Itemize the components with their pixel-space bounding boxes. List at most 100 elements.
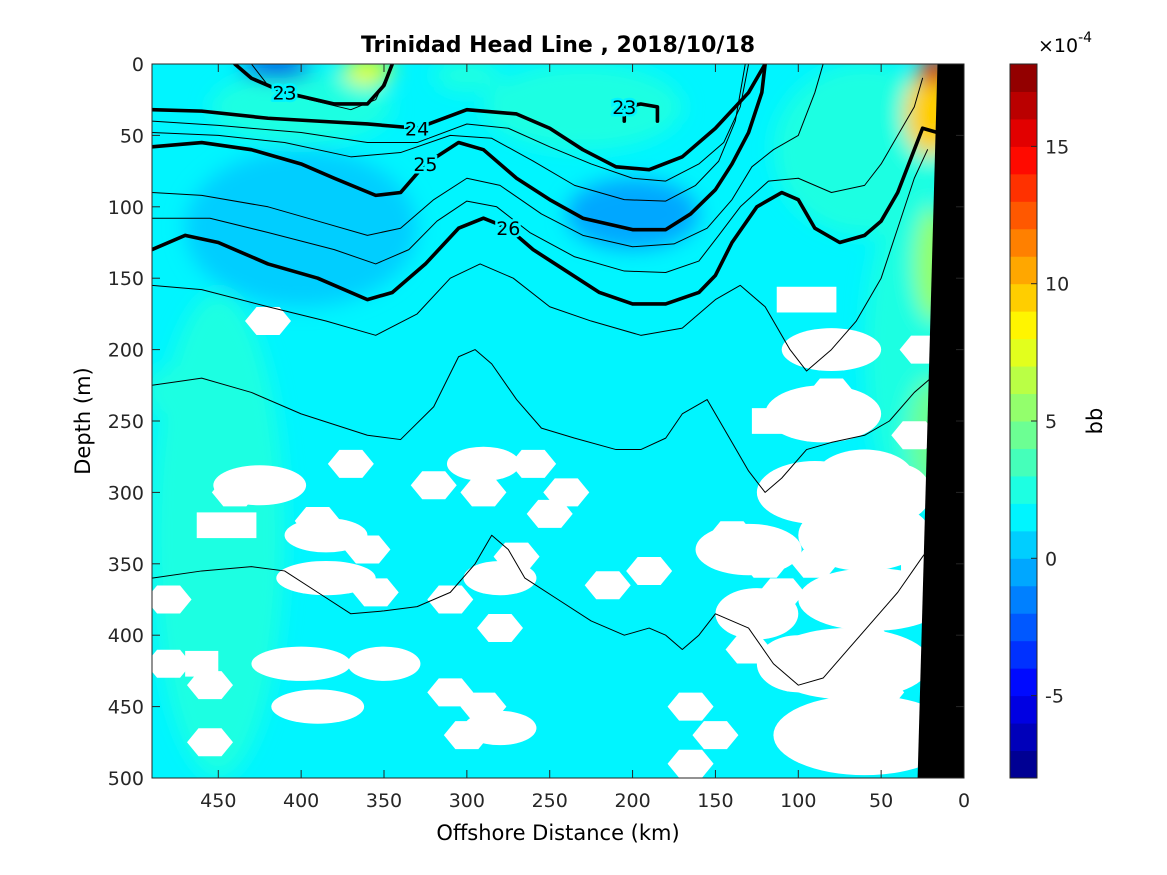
missing-data-tile	[776, 286, 837, 313]
density-contours	[152, 64, 950, 686]
colorbar-band	[1010, 695, 1037, 724]
y-tick-label: 100	[108, 197, 144, 219]
missing-data-cell	[692, 721, 739, 750]
x-axis-ticks: 450 400 350 300 250 200 150 100 50 0	[200, 64, 970, 812]
colorbar-band	[1010, 256, 1037, 285]
major-contour-line	[622, 102, 660, 123]
missing-data-cell	[427, 585, 474, 614]
y-tick-label: 200	[108, 340, 144, 362]
bb-field-patch	[483, 64, 683, 150]
missing-data-region	[773, 695, 956, 776]
colorbar-tick-label: 10	[1045, 274, 1069, 296]
y-axis-label: Depth (m)	[71, 367, 95, 474]
x-axis-label: Offshore Distance (km)	[436, 821, 679, 845]
x-tick-label: 200	[614, 790, 650, 812]
colorbar-exponent-power: -4	[1078, 30, 1092, 46]
major-contour-line	[152, 64, 767, 172]
bathymetry-mask	[917, 64, 964, 778]
missing-data-region	[715, 588, 799, 640]
y-tick-label: 500	[108, 768, 144, 790]
colorbar-tick-label: -5	[1045, 686, 1064, 708]
minor-contour-line	[152, 77, 924, 273]
missing-data-cell	[526, 499, 573, 528]
colorbar-band	[1010, 640, 1037, 669]
colorbar-tick-label: 5	[1045, 411, 1057, 433]
colorbar-band	[1010, 228, 1037, 257]
minor-contour-line	[152, 64, 824, 248]
missing-data-cell	[460, 478, 507, 507]
x-tick-label: 150	[697, 790, 733, 812]
contour-label: 25	[413, 154, 437, 176]
contour-labels: 23 23 24 25 26	[270, 80, 639, 243]
missing-data-cell	[510, 449, 557, 478]
colorbar-band	[1010, 283, 1037, 312]
colorbar-band	[1010, 448, 1037, 477]
bb-field-patch	[239, 64, 313, 79]
missing-data-cell	[187, 671, 233, 700]
colorbar-exponent-base: ×10	[1038, 35, 1078, 57]
missing-data-cell	[187, 728, 233, 757]
x-tick-label: 0	[958, 790, 970, 812]
colorbar-band	[1010, 311, 1037, 340]
major-contour-line	[233, 64, 395, 106]
missing-data-region	[446, 446, 520, 481]
y-tick-label: 300	[108, 482, 144, 504]
missing-data-cell	[410, 471, 457, 500]
bb-field-patch	[342, 64, 393, 86]
colorbar-ticks: -5 0 5 10 15	[1031, 136, 1069, 708]
x-tick-label: 350	[366, 790, 402, 812]
missing-data-cell	[891, 421, 938, 450]
y-tick-label: 0	[132, 54, 144, 76]
colorbar-band	[1010, 503, 1037, 532]
bb-field-patch	[566, 178, 699, 250]
colorbar-band	[1010, 613, 1037, 642]
x-tick-label: 50	[869, 790, 893, 812]
colorbar-band	[1010, 558, 1037, 587]
colorbar	[1010, 64, 1037, 779]
missing-data-region	[271, 689, 365, 724]
missing-data-region	[276, 560, 376, 596]
colorbar-band	[1010, 201, 1037, 230]
y-tick-label: 450	[108, 697, 144, 719]
contour-label: 23	[272, 83, 296, 105]
x-tick-label: 300	[449, 790, 485, 812]
x-tick-label: 450	[200, 790, 236, 812]
missing-data-regions	[152, 286, 956, 778]
missing-data-region	[864, 463, 931, 521]
bb-field-patch	[210, 71, 393, 143]
colorbar-band	[1010, 393, 1037, 422]
minor-contour-line	[152, 349, 948, 493]
y-tick-label: 350	[108, 554, 144, 576]
minor-contour-line	[152, 534, 940, 686]
missing-data-cell	[427, 678, 474, 707]
minor-contour-line	[152, 64, 750, 182]
colorbar-label: bb	[1083, 408, 1107, 435]
minor-contour-line	[152, 64, 746, 202]
colorbar-band	[1010, 475, 1037, 504]
major-contour-line	[152, 64, 767, 232]
colorbar-tick-label: 0	[1045, 548, 1057, 570]
missing-data-region	[347, 646, 421, 681]
missing-data-cell	[477, 614, 523, 643]
colorbar-band	[1010, 668, 1037, 697]
bb-field-patch	[433, 64, 500, 93]
colorbar-band	[1010, 421, 1037, 449]
colorbar-band	[1010, 338, 1037, 367]
x-tick-label: 250	[532, 790, 568, 812]
plot-area	[152, 64, 964, 778]
missing-data-cell	[667, 692, 714, 721]
missing-data-cell	[543, 478, 590, 507]
colorbar-band	[1010, 64, 1037, 92]
y-tick-label: 250	[108, 411, 144, 433]
contour-label: 26	[496, 218, 520, 240]
colorbar-band	[1010, 530, 1037, 559]
missing-data-tile	[185, 650, 219, 677]
missing-data-region	[463, 710, 537, 746]
missing-data-cell	[584, 571, 631, 600]
missing-data-cell	[667, 749, 714, 778]
contour-label: 24	[405, 118, 429, 140]
colorbar-band	[1010, 146, 1037, 175]
bb-field-patch	[152, 363, 227, 421]
bb-field-patch	[185, 149, 418, 307]
